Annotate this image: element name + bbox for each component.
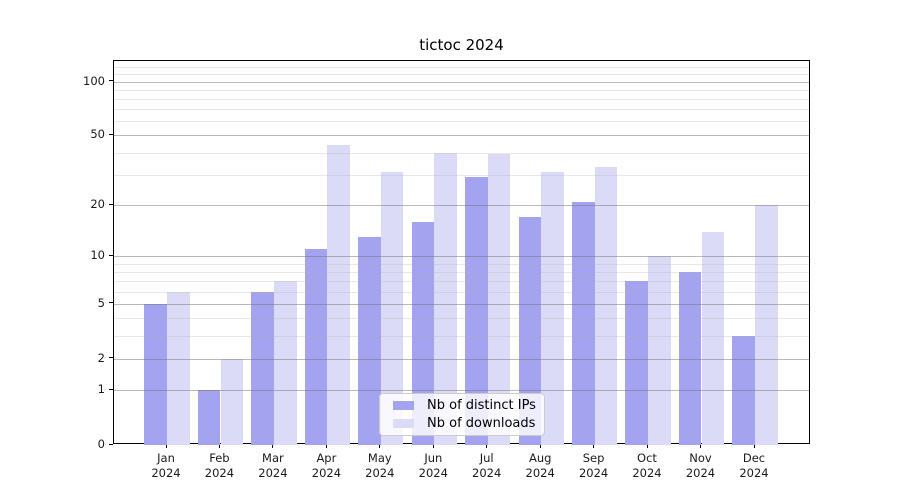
x-tick-feb-2024 [218,444,220,448]
minor-gridline-110 [114,74,809,75]
minor-gridline-7 [114,281,809,283]
x-tick-apr-2024 [325,444,327,448]
bar-nb-of-distinct-ips-jul-2024 [465,177,488,445]
major-gridline-20 [114,205,809,207]
x-tick-jan-2024 [165,444,167,448]
bar-nb-of-downloads-nov-2024 [701,231,725,445]
bar-nb-of-distinct-ips-aug-2024 [518,217,542,445]
major-gridline-100 [114,81,809,83]
x-tick-label-dec-2024: Dec 2024 [739,451,769,480]
major-gridline-1 [114,390,809,392]
x-tick-sep-2024 [593,444,595,448]
bar-nb-of-downloads-dec-2024 [755,205,778,445]
y-tick-1 [109,388,113,390]
x-tick-label-aug-2024: Aug 2024 [525,451,555,480]
y-tick-label-50: 50 [90,127,105,142]
x-tick-label-jan-2024: Jan 2024 [151,451,181,480]
minor-gridline-40 [114,152,809,154]
bar-nb-of-downloads-jan-2024 [167,291,190,445]
bar-nb-of-downloads-may-2024 [380,172,404,445]
x-tick-oct-2024 [646,444,648,448]
major-gridline-50 [114,135,809,137]
bar-nb-of-downloads-jun-2024 [434,152,457,445]
minor-gridline-6 [114,291,809,293]
grid-layer [114,61,809,443]
major-gridline-5 [114,303,809,305]
bar-nb-of-distinct-ips-jan-2024 [144,303,167,445]
plot-area: Nb of distinct IPs Nb of downloads [113,60,810,445]
x-tick-mar-2024 [272,444,274,448]
y-tick-5 [109,302,113,304]
x-tick-label-nov-2024: Nov 2024 [685,451,716,480]
bar-nb-of-distinct-ips-feb-2024 [197,390,221,445]
y-tick-50 [109,133,113,135]
bar-nb-of-downloads-sep-2024 [594,167,618,445]
bar-nb-of-downloads-mar-2024 [273,281,297,445]
y-tick-label-1: 1 [97,382,105,397]
y-tick-label-2: 2 [97,350,105,365]
bar-nb-of-distinct-ips-jun-2024 [411,221,435,445]
y-tick-label-5: 5 [97,295,105,310]
minor-gridline-4 [114,318,809,320]
bar-nb-of-distinct-ips-sep-2024 [571,201,595,445]
x-tick-label-jul-2024: Jul 2024 [472,451,502,480]
legend-item-distinct-ips: Nb of distinct IPs [388,398,536,413]
x-tick-label-mar-2024: Mar 2024 [258,451,288,480]
y-tick-0 [109,443,113,445]
y-tick-10 [109,254,113,256]
x-tick-aug-2024 [539,444,541,448]
y-tick-label-20: 20 [90,197,105,212]
legend-swatch-downloads [393,418,414,428]
x-tick-label-oct-2024: Oct 2024 [632,451,662,480]
x-tick-jun-2024 [432,444,434,448]
bar-nb-of-downloads-oct-2024 [648,256,671,445]
y-tick-100 [109,80,113,81]
minor-gridline-120 [114,67,809,69]
bar-nb-of-distinct-ips-mar-2024 [251,291,274,445]
x-tick-label-sep-2024: Sep 2024 [578,451,609,480]
bar-nb-of-distinct-ips-nov-2024 [678,271,702,445]
x-tick-nov-2024 [700,444,701,448]
minor-gridline-30 [114,174,809,176]
minor-gridline-3 [114,335,809,337]
x-tick-dec-2024 [753,444,755,448]
bar-nb-of-distinct-ips-may-2024 [358,237,381,445]
legend-swatch-distinct-ips [393,401,414,411]
bar-nb-of-downloads-aug-2024 [541,172,564,445]
minor-gridline-9 [114,263,809,265]
bar-nb-of-distinct-ips-apr-2024 [304,249,328,445]
legend: Nb of distinct IPs Nb of downloads [379,393,545,436]
x-tick-label-jun-2024: Jun 2024 [418,451,448,480]
chart-title: tictoc 2024 [419,36,504,54]
bar-layer [114,61,809,445]
x-tick-label-feb-2024: Feb 2024 [204,451,235,480]
minor-gridline-90 [114,89,809,91]
bar-nb-of-downloads-feb-2024 [220,358,244,445]
minor-gridline-8 [114,271,809,273]
minor-gridline-80 [114,98,809,100]
major-gridline-2 [114,358,809,360]
bar-nb-of-downloads-apr-2024 [327,145,351,445]
legend-item-downloads: Nb of downloads [388,416,536,431]
y-tick-label-0: 0 [97,437,105,451]
legend-label-distinct-ips: Nb of distinct IPs [427,398,536,414]
y-tick-20 [109,203,113,205]
y-tick-2 [109,357,113,358]
minor-gridline-60 [114,121,809,123]
x-tick-jul-2024 [486,444,488,448]
legend-label-downloads: Nb of downloads [427,415,536,431]
x-tick-label-may-2024: May 2024 [365,451,395,480]
bar-nb-of-distinct-ips-oct-2024 [625,281,648,445]
x-tick-may-2024 [379,444,381,448]
minor-gridline-70 [114,109,809,111]
bar-nb-of-downloads-jul-2024 [487,154,511,445]
y-tick-label-10: 10 [90,248,105,263]
x-tick-label-apr-2024: Apr 2024 [311,451,342,480]
y-tick-label-100: 100 [83,73,105,88]
major-gridline-10 [114,256,809,258]
